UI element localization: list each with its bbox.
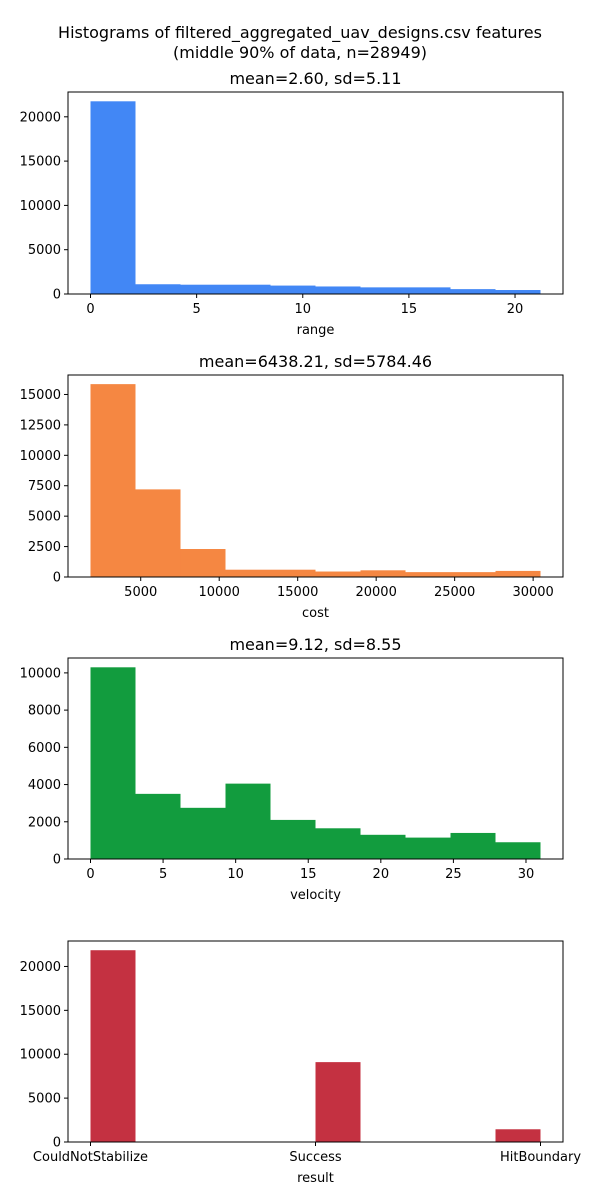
histogram-bar bbox=[450, 289, 496, 294]
axes-frame bbox=[67, 91, 564, 295]
y-tick-label: 8000 bbox=[28, 704, 61, 719]
x-tick-label: 20 bbox=[373, 867, 390, 882]
panel-title: mean=6438.21, sd=5784.46 bbox=[199, 352, 432, 371]
panel-title: mean=2.60, sd=5.11 bbox=[229, 69, 401, 88]
y-tick-label: 15000 bbox=[20, 388, 61, 403]
histogram-bar bbox=[90, 950, 136, 1142]
x-tick-label: 15 bbox=[401, 302, 418, 317]
x-tick-label: 20000 bbox=[355, 585, 396, 600]
y-tick-label: 20000 bbox=[20, 110, 61, 125]
y-tick-label: 10000 bbox=[20, 199, 61, 214]
histogram-bar bbox=[360, 287, 406, 294]
x-tick-label: 20 bbox=[507, 302, 524, 317]
x-tick-label: 5000 bbox=[124, 585, 157, 600]
histogram-bar bbox=[225, 569, 271, 577]
histogram-bar bbox=[90, 101, 136, 294]
histogram-bar bbox=[270, 285, 316, 294]
histogram-bar bbox=[315, 286, 361, 294]
histogram-bar bbox=[135, 793, 181, 859]
x-tick-label: 30 bbox=[518, 867, 535, 882]
histogram-bar bbox=[180, 807, 226, 859]
histogram-panel-result: 0 5000 10000 15000 20000 CouldNotStabilize Suc… bbox=[20, 940, 581, 1186]
histogram-bar bbox=[495, 570, 541, 577]
y-tick-label: 2500 bbox=[28, 540, 61, 555]
y-tick-label: 0 bbox=[53, 571, 61, 586]
panel-title: mean=9.12, sd=8.55 bbox=[229, 635, 401, 654]
histogram-bar bbox=[180, 284, 226, 294]
histogram-bar bbox=[495, 842, 541, 859]
axes-frame bbox=[67, 657, 564, 860]
histogram-bar bbox=[405, 572, 451, 577]
y-tick-label: 4000 bbox=[28, 778, 61, 793]
axes-frame bbox=[67, 374, 564, 578]
y-tick-label: 15000 bbox=[20, 155, 61, 170]
x-tick-label: Success bbox=[289, 1150, 342, 1165]
histogram-bar bbox=[360, 834, 406, 859]
x-tick-label: 15000 bbox=[277, 585, 318, 600]
histogram-panel-velocity: 0 2000 4000 6000 8000 10000 0 5 10 15 20 25 30 veloci… bbox=[20, 635, 564, 903]
histogram-bar bbox=[135, 284, 181, 294]
histogram-bar bbox=[405, 837, 451, 859]
x-tick-label: 5 bbox=[159, 867, 167, 882]
histogram-panel-cost: 0 2500 5000 7500 10000 12500 15000 5000 10000 150… bbox=[20, 352, 564, 621]
y-tick-label: 10000 bbox=[20, 666, 61, 681]
x-tick-label: CouldNotStabilize bbox=[33, 1150, 148, 1165]
y-tick-label: 10000 bbox=[20, 1048, 61, 1063]
x-tick-label: 10 bbox=[227, 867, 244, 882]
x-axis-label: velocity bbox=[290, 888, 341, 903]
histogram-bar bbox=[495, 1129, 541, 1142]
x-axis-label: cost bbox=[302, 606, 329, 621]
histogram-bar bbox=[450, 832, 496, 859]
y-tick-label: 15000 bbox=[20, 1004, 61, 1019]
histogram-bar bbox=[270, 569, 316, 577]
y-tick-label: 12500 bbox=[20, 418, 61, 433]
x-tick-label: 5 bbox=[192, 302, 200, 317]
histogram-bar bbox=[405, 287, 451, 294]
histogram-bar bbox=[90, 667, 136, 859]
y-tick-label: 5000 bbox=[28, 243, 61, 258]
y-tick-label: 10000 bbox=[20, 449, 61, 464]
x-tick-label: 10 bbox=[294, 302, 311, 317]
x-tick-label: HitBoundary bbox=[500, 1150, 581, 1165]
x-tick-label: 0 bbox=[86, 302, 94, 317]
histogram-bar bbox=[180, 549, 226, 577]
figure-subtitle: (middle 90% of data, n=28949) bbox=[173, 43, 427, 62]
x-tick-label: 15 bbox=[300, 867, 317, 882]
histogram-bar bbox=[315, 1062, 361, 1142]
y-tick-label: 2000 bbox=[28, 815, 61, 830]
x-tick-label: 25 bbox=[445, 867, 462, 882]
histogram-bar bbox=[90, 384, 136, 577]
x-tick-label: 30000 bbox=[512, 585, 553, 600]
y-tick-label: 0 bbox=[53, 853, 61, 868]
x-axis-label: range bbox=[297, 323, 335, 338]
y-tick-label: 0 bbox=[53, 288, 61, 303]
histogram-bar bbox=[225, 284, 271, 294]
y-tick-label: 7500 bbox=[28, 479, 61, 494]
histogram-panel-range: 0 5000 10000 15000 20000 0 5 10 15 20 range mean=2.… bbox=[20, 69, 564, 338]
histogram-bar bbox=[315, 571, 361, 577]
y-tick-label: 6000 bbox=[28, 741, 61, 756]
y-tick-label: 5000 bbox=[28, 510, 61, 525]
x-tick-label: 0 bbox=[86, 867, 94, 882]
histogram-bar bbox=[450, 572, 496, 577]
x-tick-label: 10000 bbox=[199, 585, 240, 600]
y-tick-label: 5000 bbox=[28, 1092, 61, 1107]
x-tick-label: 25000 bbox=[434, 585, 475, 600]
x-axis-label: result bbox=[297, 1171, 334, 1186]
histogram-bar bbox=[360, 570, 406, 577]
histogram-bar bbox=[315, 828, 361, 859]
histogram-bar bbox=[225, 783, 271, 859]
histogram-bar bbox=[135, 489, 181, 577]
histogram-bar bbox=[270, 819, 316, 859]
figure-title: Histograms of filtered_aggregated_uav_de… bbox=[58, 23, 542, 43]
y-tick-label: 20000 bbox=[20, 960, 61, 975]
histogram-bar bbox=[495, 290, 541, 294]
y-tick-label: 0 bbox=[53, 1136, 61, 1151]
